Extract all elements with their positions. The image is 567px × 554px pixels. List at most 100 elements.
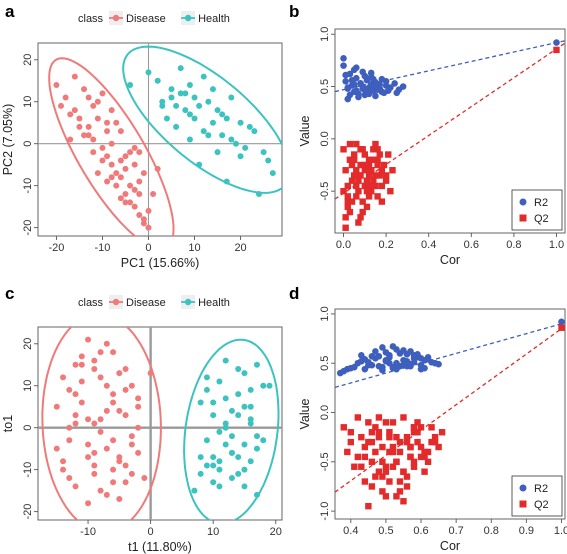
point-disease bbox=[135, 403, 142, 410]
legend-key-point bbox=[184, 14, 192, 22]
point-q2 bbox=[368, 429, 376, 436]
point-disease bbox=[131, 186, 138, 193]
y-tick-label: 1.0 bbox=[319, 306, 331, 321]
point-q2 bbox=[375, 433, 383, 441]
point-q2 bbox=[393, 493, 400, 500]
point-q2 bbox=[389, 443, 397, 451]
point-health bbox=[163, 115, 170, 122]
point-disease bbox=[72, 420, 79, 427]
point-disease bbox=[72, 483, 79, 490]
point-q2 bbox=[342, 167, 349, 174]
point-health bbox=[214, 149, 221, 156]
y-tick-label: -0.5 bbox=[319, 452, 331, 471]
point-q2 bbox=[372, 172, 379, 179]
point-health bbox=[196, 161, 203, 168]
y-tick-label: 20 bbox=[22, 54, 34, 66]
point-q2 bbox=[346, 140, 354, 148]
point-disease bbox=[140, 170, 147, 177]
point-q2 bbox=[365, 156, 373, 163]
point-health bbox=[214, 107, 221, 114]
point-q2 bbox=[421, 468, 428, 475]
point-r2 bbox=[344, 95, 352, 103]
point-r2 bbox=[372, 92, 379, 100]
point-q2 bbox=[386, 429, 393, 436]
point-q2 bbox=[344, 203, 351, 211]
point-q2 bbox=[357, 146, 364, 153]
panel-c: c -10 0 10 20 -20 -10 0 10 20 t1 (11.80%) to1 class D… bbox=[1, 284, 283, 554]
point-q2 bbox=[344, 193, 351, 200]
point-q2 bbox=[361, 167, 369, 174]
panel-letter-d: d bbox=[289, 284, 299, 303]
y-axis-label: Value bbox=[298, 398, 312, 429]
legend: class Disease Health bbox=[78, 11, 230, 25]
point-health bbox=[168, 94, 175, 101]
point-disease bbox=[131, 203, 138, 210]
point-r2 bbox=[389, 364, 397, 372]
point-q2 bbox=[363, 187, 371, 195]
point-disease bbox=[122, 412, 129, 419]
point-q2 bbox=[344, 182, 351, 190]
point-health bbox=[247, 403, 254, 410]
point-q2 bbox=[353, 193, 360, 200]
ellipse-health bbox=[122, 45, 282, 194]
point-q2 bbox=[358, 463, 365, 470]
point-disease bbox=[116, 496, 123, 503]
point-q2 bbox=[340, 146, 347, 153]
x-tick-label: 10 bbox=[207, 526, 219, 538]
point-health bbox=[203, 386, 210, 393]
point-disease bbox=[53, 81, 60, 88]
point-health bbox=[210, 399, 217, 406]
point-health bbox=[223, 178, 230, 185]
point-health bbox=[253, 361, 260, 368]
point-health bbox=[191, 94, 198, 101]
point-disease bbox=[66, 437, 73, 444]
point-q2 bbox=[414, 438, 421, 446]
point-q2 bbox=[389, 448, 397, 456]
point-disease bbox=[67, 111, 74, 118]
x-axis-label: Cor bbox=[440, 539, 460, 553]
y-tick-label: 10 bbox=[22, 380, 34, 392]
point-health bbox=[223, 115, 230, 122]
point-health bbox=[247, 420, 254, 427]
point-q2 bbox=[368, 182, 375, 190]
regression-line-r2 bbox=[335, 40, 565, 93]
point-r2 bbox=[347, 364, 355, 372]
legend-label-r2: R2 bbox=[534, 197, 548, 209]
point-health bbox=[216, 458, 223, 465]
point-disease bbox=[78, 399, 85, 406]
x-tick-label: 0.8 bbox=[484, 525, 499, 537]
point-disease bbox=[60, 466, 67, 473]
point-disease bbox=[117, 157, 124, 164]
point-health bbox=[216, 466, 223, 473]
legend-key-q2 bbox=[519, 214, 527, 222]
point-q2 bbox=[417, 443, 425, 451]
point-q2 bbox=[346, 208, 354, 216]
point-disease bbox=[66, 386, 73, 393]
point-q2 bbox=[354, 453, 362, 461]
point-health bbox=[177, 65, 184, 72]
point-health bbox=[247, 458, 254, 465]
point-health bbox=[209, 86, 216, 93]
point-q2 bbox=[400, 468, 407, 475]
point-disease bbox=[76, 115, 83, 122]
point-disease bbox=[99, 157, 106, 164]
point-q2 bbox=[400, 414, 407, 421]
point-disease bbox=[136, 178, 143, 185]
point-q2 bbox=[361, 182, 369, 190]
point-q2 bbox=[353, 140, 360, 148]
legend-title: class bbox=[78, 13, 104, 25]
point-q2 bbox=[368, 483, 376, 490]
y-tick-label: -10 bbox=[22, 462, 34, 478]
point-q2 bbox=[368, 438, 376, 446]
x-tick-label: -10 bbox=[80, 526, 96, 538]
point-r2 bbox=[389, 343, 397, 350]
point-q2 bbox=[355, 219, 362, 226]
point-health bbox=[241, 441, 248, 448]
point-health bbox=[205, 132, 212, 139]
point-disease bbox=[116, 407, 123, 414]
y-tick-label: -1.0 bbox=[319, 502, 331, 521]
point-disease bbox=[99, 144, 106, 151]
legend-label-r2: R2 bbox=[534, 483, 548, 495]
